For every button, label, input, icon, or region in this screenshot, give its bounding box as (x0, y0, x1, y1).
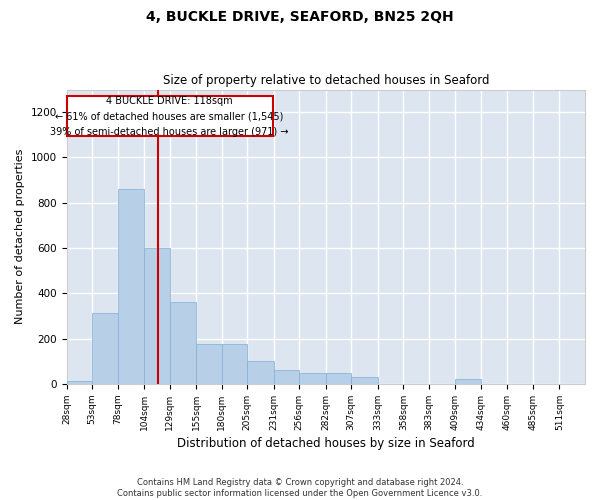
Bar (144, 248, 170, 384)
Bar (170, 302, 196, 384)
Text: Contains HM Land Registry data © Crown copyright and database right 2024.
Contai: Contains HM Land Registry data © Crown c… (118, 478, 482, 498)
Bar (247, 362, 274, 384)
Bar (299, 372, 326, 384)
Title: Size of property relative to detached houses in Seaford: Size of property relative to detached ho… (163, 74, 489, 87)
Bar (92, 312, 118, 384)
X-axis label: Distribution of detached houses by size in Seaford: Distribution of detached houses by size … (177, 437, 475, 450)
Bar (196, 344, 221, 384)
Bar (221, 344, 247, 384)
Bar (274, 370, 299, 384)
Y-axis label: Number of detached properties: Number of detached properties (15, 149, 25, 324)
Bar (326, 372, 351, 384)
FancyBboxPatch shape (67, 96, 272, 136)
Bar (118, 189, 144, 384)
Bar (67, 380, 92, 384)
Text: 4, BUCKLE DRIVE, SEAFORD, BN25 2QH: 4, BUCKLE DRIVE, SEAFORD, BN25 2QH (146, 10, 454, 24)
Text: 4 BUCKLE DRIVE: 118sqm
← 61% of detached houses are smaller (1,545)
39% of semi-: 4 BUCKLE DRIVE: 118sqm ← 61% of detached… (50, 96, 289, 137)
Bar (455, 380, 481, 384)
Bar (351, 377, 378, 384)
